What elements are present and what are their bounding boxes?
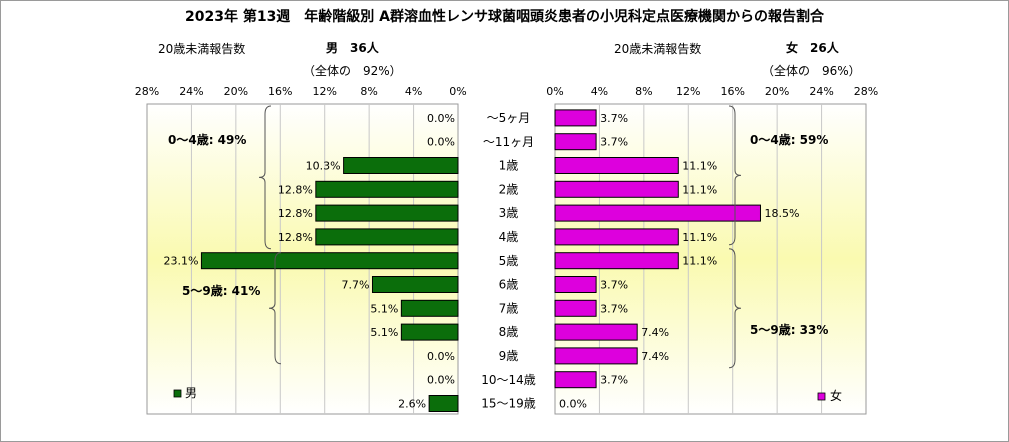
right-5-9-bracket (728, 248, 742, 369)
female-bar (554, 180, 679, 198)
left-group-5-9-label: 5～9歳: 41% (182, 283, 260, 298)
female-data-label: 0.0% (559, 398, 587, 411)
female-data-label: 7.4% (641, 350, 669, 363)
female-data-label: 3.7% (600, 302, 628, 315)
right-tick-label: 28% (854, 85, 878, 98)
age-category-label: 4歳 (499, 230, 519, 244)
age-category-label: 15～19歳 (481, 397, 536, 411)
age-category-label: 3歳 (499, 206, 519, 220)
left-overall-share: （全体の 92%） (303, 64, 402, 78)
female-data-label: 11.1% (682, 231, 717, 244)
left-tick-label: 16% (268, 85, 292, 98)
female-bar (554, 204, 761, 222)
female-legend-swatch (817, 392, 826, 401)
age-category-label: 8歳 (499, 325, 519, 339)
right-female-count: 女 26人 (786, 41, 839, 55)
male-data-label: 23.1% (163, 255, 198, 268)
male-data-label: 12.8% (278, 183, 313, 196)
age-category-label: 5歳 (499, 254, 519, 268)
male-data-label: 12.8% (278, 207, 313, 220)
right-tick-label: 8% (635, 85, 652, 98)
left-tick-label: 0% (449, 85, 466, 98)
left-tick-label: 12% (312, 85, 336, 98)
left-tick-label: 4% (405, 85, 422, 98)
female-legend-label: 女 (830, 388, 842, 403)
male-data-label: 10.3% (306, 160, 341, 173)
age-category-label: 6歳 (499, 278, 519, 292)
left-tick-label: 20% (224, 85, 248, 98)
female-bar (554, 371, 597, 389)
right-tick-label: 12% (676, 85, 700, 98)
male-legend-label: 男 (185, 386, 197, 400)
left-0-4-bracket (258, 105, 272, 250)
male-data-label: 0.0% (427, 374, 455, 387)
female-data-label: 11.1% (682, 183, 717, 196)
female-bar (554, 299, 597, 317)
age-category-label: 2歳 (499, 182, 519, 196)
female-data-label: 7.4% (641, 326, 669, 339)
age-category-label: ～5ヶ月 (487, 111, 531, 125)
male-legend-swatch (173, 389, 182, 398)
right-tick-label: 24% (809, 85, 833, 98)
left-tick-label: 28% (135, 85, 159, 98)
male-bar (428, 395, 459, 412)
male-data-label: 0.0% (427, 112, 455, 125)
male-bar (343, 157, 459, 174)
female-bar (554, 133, 597, 151)
left-under20-label: 20歳未満報告数 (158, 42, 246, 56)
age-category-label: 1歳 (499, 159, 519, 173)
chart-title: 2023年 第13週 年齢階級別 A群溶血性レンサ球菌咽頭炎患者の小児科定点医療… (184, 9, 825, 25)
male-data-label: 12.8% (278, 231, 313, 244)
male-bar (371, 276, 459, 293)
female-bar (554, 228, 679, 246)
age-category-label: 10～14歳 (481, 373, 536, 387)
left-5-9-bracket (268, 252, 282, 365)
right-tick-label: 4% (591, 85, 608, 98)
female-data-label: 3.7% (600, 136, 628, 149)
left-group-0-4-label: 0～4歳: 49% (168, 132, 246, 147)
female-data-label: 11.1% (682, 255, 717, 268)
female-data-label: 3.7% (600, 374, 628, 387)
right-group-0-4-label: 0～4歳: 59% (750, 132, 828, 147)
female-data-label: 3.7% (600, 279, 628, 292)
male-bar (315, 180, 459, 198)
male-data-label: 5.1% (370, 326, 398, 339)
female-bar (554, 276, 597, 293)
female-data-label: 11.1% (682, 160, 717, 173)
male-data-label: 2.6% (398, 398, 426, 411)
right-tick-label: 20% (765, 85, 789, 98)
left-tick-label: 8% (360, 85, 377, 98)
male-bar (400, 323, 459, 341)
right-0-4-bracket (728, 105, 742, 246)
female-data-label: 3.7% (600, 112, 628, 125)
male-bar (200, 252, 459, 270)
left-male-count: 男 36人 (326, 41, 379, 55)
right-tick-label: 16% (720, 85, 744, 98)
age-category-label: 9歳 (499, 349, 519, 363)
female-data-label: 18.5% (764, 207, 799, 220)
female-bar (554, 157, 679, 174)
right-under20-label: 20歳未満報告数 (614, 42, 702, 56)
right-tick-label: 0% (546, 85, 563, 98)
right-overall-share: （全体の 96%） (762, 64, 861, 78)
female-bar (554, 109, 597, 127)
male-bar (315, 204, 459, 222)
male-bar (400, 299, 459, 317)
male-data-label: 7.7% (342, 279, 370, 292)
right-group-5-9-label: 5～9歳: 33% (750, 322, 828, 337)
female-bar (554, 323, 638, 341)
age-category-label: ～11ヶ月 (483, 135, 534, 149)
male-bar (315, 228, 459, 246)
left-tick-label: 24% (179, 85, 203, 98)
male-data-label: 0.0% (427, 136, 455, 149)
female-bar (554, 252, 679, 270)
age-category-label: 7歳 (499, 301, 519, 315)
male-data-label: 5.1% (370, 302, 398, 315)
male-data-label: 0.0% (427, 350, 455, 363)
female-bar (554, 347, 638, 365)
